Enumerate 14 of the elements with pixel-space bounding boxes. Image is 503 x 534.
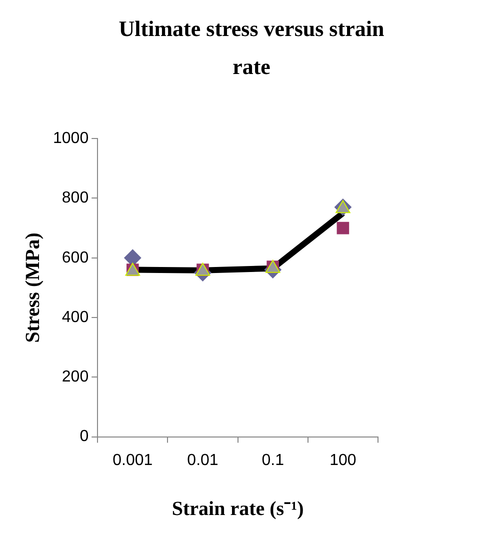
x-tick-label: 100 bbox=[330, 452, 356, 469]
y-tick-label: 800 bbox=[62, 190, 89, 207]
y-tick-label: 400 bbox=[62, 308, 89, 326]
y-tick-label: 1000 bbox=[53, 130, 89, 148]
y-tick-label: 600 bbox=[62, 249, 89, 266]
x-axis-title: Strain rate (s⁻¹) bbox=[172, 498, 304, 520]
x-tick-label: 0.001 bbox=[112, 452, 153, 469]
x-tick-label: 0.01 bbox=[187, 452, 218, 469]
point bbox=[336, 222, 350, 234]
x-tick-label: 0.1 bbox=[262, 452, 284, 469]
y-tick-label: 0 bbox=[80, 428, 89, 446]
chart-title: Ultimate stress versus strain rate bbox=[118, 15, 386, 81]
y-axis-title: Stress (MPa) bbox=[22, 232, 44, 343]
y-tick-label: 200 bbox=[62, 368, 89, 386]
